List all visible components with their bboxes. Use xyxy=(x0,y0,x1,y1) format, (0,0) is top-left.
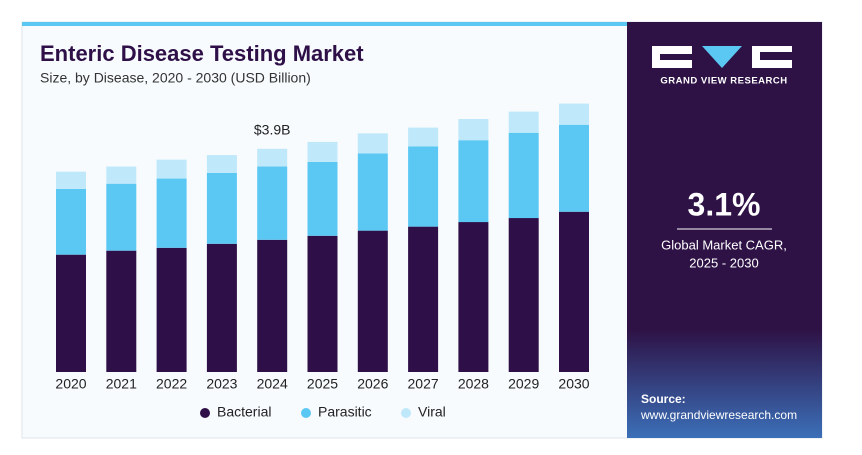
bar-segment xyxy=(56,254,86,372)
bar-segment xyxy=(357,133,388,154)
cagr-value: 3.1% xyxy=(688,186,761,222)
bar-segment xyxy=(559,211,589,372)
bar-segment xyxy=(106,166,137,184)
bar-segment xyxy=(156,247,187,372)
bar-segment xyxy=(257,239,288,372)
annotation: $3.9B xyxy=(254,121,291,137)
bar-segment xyxy=(206,243,237,372)
bar-segment xyxy=(559,124,589,212)
bar-segment xyxy=(56,188,86,255)
legend-label: Bacterial xyxy=(217,404,271,420)
x-tick-label: 2026 xyxy=(357,376,388,392)
legend-swatch xyxy=(401,408,411,418)
legend-label: Parasitic xyxy=(318,404,372,420)
bar-segment xyxy=(206,155,237,173)
bar-segment xyxy=(559,103,589,125)
logo xyxy=(652,46,792,68)
bar-segment xyxy=(408,127,439,147)
bar-segment xyxy=(307,141,338,162)
x-tick-label: 2025 xyxy=(307,376,338,392)
legend-swatch xyxy=(301,408,311,418)
x-tick-label: 2022 xyxy=(156,376,187,392)
x-tick-label: 2020 xyxy=(55,376,86,392)
bar-segment xyxy=(56,171,86,189)
bar-segment xyxy=(106,250,137,372)
bar-segment xyxy=(106,183,137,251)
bar-segment xyxy=(458,222,489,372)
x-tick-label: 2029 xyxy=(508,376,539,392)
bar-segment xyxy=(156,159,187,179)
x-tick-label: 2030 xyxy=(558,376,589,392)
x-tick-label: 2021 xyxy=(106,376,137,392)
legend-label: Viral xyxy=(418,404,446,420)
source-url: www.grandviewresearch.com xyxy=(640,408,797,422)
chart-title: Enteric Disease Testing Market xyxy=(40,41,364,66)
cagr-label: Global Market CAGR, xyxy=(661,237,787,252)
bar-segment xyxy=(508,218,539,372)
bar-segment xyxy=(307,161,338,236)
bar-segment xyxy=(156,178,187,248)
bar-segment xyxy=(257,148,288,167)
bar-segment xyxy=(508,132,539,219)
top-strip xyxy=(22,22,627,26)
bar-segment xyxy=(206,172,237,244)
bar-segment xyxy=(257,166,288,240)
x-tick-label: 2028 xyxy=(458,376,489,392)
chart-subtitle: Size, by Disease, 2020 - 2030 (USD Billi… xyxy=(40,70,311,86)
bar-segment xyxy=(357,230,388,372)
bar-segment xyxy=(408,226,439,372)
sidebar-footer xyxy=(627,330,822,438)
bar-segment xyxy=(508,111,539,133)
brand: GRAND VIEW RESEARCH xyxy=(660,76,787,87)
x-tick-label: 2023 xyxy=(206,376,237,392)
x-tick-label: 2024 xyxy=(257,376,288,392)
legend-swatch xyxy=(200,408,210,418)
bar-segment xyxy=(307,235,338,372)
x-tick-label: 2027 xyxy=(408,376,439,392)
source-label: Source: xyxy=(641,392,686,406)
bar-segment xyxy=(458,140,489,223)
cagr-label: 2025 - 2030 xyxy=(689,255,758,270)
bar-segment xyxy=(458,119,489,141)
bar-segment xyxy=(408,146,439,227)
bar-segment xyxy=(357,153,388,231)
